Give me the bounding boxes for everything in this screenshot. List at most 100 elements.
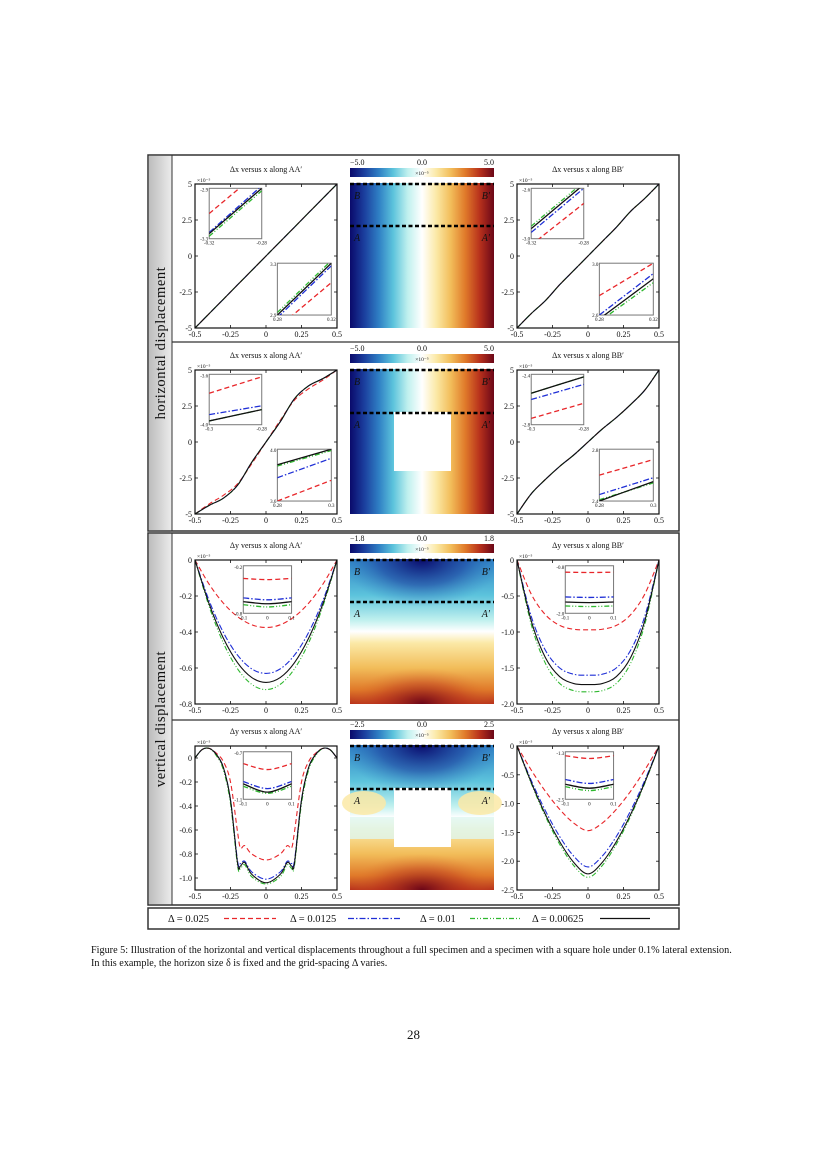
inset-series-line xyxy=(209,188,241,215)
inset-y-label: -0.8 xyxy=(556,566,564,571)
inset-frame xyxy=(530,187,585,240)
inset-plot: 2.8 2.40.28 0.3 xyxy=(592,448,657,509)
inset-y-label: -2.6 xyxy=(522,188,530,193)
line-plot: Δx versus x along BB′ -0.5 -0.25 0 0.25 0.5 5 2… xyxy=(501,351,664,525)
inset-series-line xyxy=(277,263,332,316)
side-label-vertical: vertical displacement xyxy=(153,651,169,787)
colormap-horizontal: −5.0 0.0 5.0 ×10⁻⁵ B B′ A A′ xyxy=(350,158,494,328)
inset-x-label: 0.1 xyxy=(610,802,617,807)
x-tick-label: -0.25 xyxy=(222,706,239,715)
inset-y-label: -0.2 xyxy=(234,566,242,571)
colormaps: −5.0 0.0 5.0 ×10⁻⁵ B B′ A A′ −5.0 0.0 5.0 ×10⁻⁵ B B′ A… xyxy=(342,158,502,890)
inset-x-label: 0.28 xyxy=(595,318,604,323)
inset-x-label: 0 xyxy=(266,616,269,621)
field-patch xyxy=(458,791,502,815)
line-plot: Δx versus x along BB′ -0.5 -0.25 0 0.25 0.5 5 2… xyxy=(501,165,664,339)
y-tick-label: 2.5 xyxy=(182,402,192,411)
inset-series-line xyxy=(243,763,292,771)
inset-x-label: 0 xyxy=(266,802,269,807)
y-tick-label: 0 xyxy=(188,438,192,447)
inset-plot: 4.0 3.60.28 0.3 xyxy=(270,448,335,509)
inset-series-line xyxy=(277,479,332,502)
y-tick-label: -5 xyxy=(185,510,192,519)
colorbar-min-label: −1.8 xyxy=(350,534,365,543)
x-tick-label: -0.25 xyxy=(544,892,561,901)
inset-series-line xyxy=(565,605,614,608)
x-tick-label: -0.5 xyxy=(511,706,524,715)
x-tick-label: 0.5 xyxy=(332,516,342,525)
y-tick-label: 5 xyxy=(188,180,192,189)
inset-x-label: 0.32 xyxy=(327,318,336,323)
x-tick-label: 0.25 xyxy=(295,892,309,901)
inset-series-line xyxy=(277,449,332,466)
y-tick-label: 0 xyxy=(510,438,514,447)
colorbar-min-label: −5.0 xyxy=(350,158,365,167)
plot-title: Δy versus x along AA′ xyxy=(230,727,302,736)
colorbar-max-label: 2.5 xyxy=(484,720,494,729)
inset-series-line xyxy=(209,405,262,416)
inset-x-label: -0.1 xyxy=(561,616,569,621)
y-tick-label: -2.5 xyxy=(501,474,514,483)
series-line xyxy=(517,746,659,832)
side-band-horizontal xyxy=(149,156,172,530)
y-tick-label: -1.0 xyxy=(501,628,514,637)
y-tick-label: -0.6 xyxy=(179,826,192,835)
y-tick-label: -2.5 xyxy=(501,288,514,297)
colorbar-multiplier: ×10⁻⁵ xyxy=(415,357,429,363)
inset-series-line xyxy=(565,785,614,792)
colorbar xyxy=(350,544,494,553)
inset-x-label: 0.32 xyxy=(649,318,658,323)
label-b-prime: B′ xyxy=(482,191,491,202)
colormap-horizontal: −5.0 0.0 5.0 ×10⁻⁵ B B′ A A′ xyxy=(350,344,494,514)
legend-label: Δ = 0.025 xyxy=(168,914,209,925)
y-tick-label: -5 xyxy=(507,324,514,333)
series-line xyxy=(517,746,659,878)
inset-series-line xyxy=(565,778,614,785)
inset-series-line xyxy=(607,282,654,316)
inset-plot: -1.3 -2.5-0.1 0 0.1 xyxy=(556,751,617,807)
x-tick-label: 0.25 xyxy=(617,706,631,715)
x-tick-label: 0 xyxy=(264,706,268,715)
label-a-prime: A′ xyxy=(481,233,491,244)
series-line xyxy=(517,560,659,631)
colorbar-mid-label: 0.0 xyxy=(417,158,427,167)
x-tick-label: -0.25 xyxy=(544,330,561,339)
y-tick-label: 0 xyxy=(510,252,514,261)
label-a-prime: A′ xyxy=(481,796,491,807)
square-hole xyxy=(394,412,451,471)
x-tick-label: 0.25 xyxy=(617,330,631,339)
inset-x-label: -0.32 xyxy=(526,242,537,247)
inset-plot: -3.6 -4.0-0.3 -0.28 xyxy=(200,373,267,433)
y-tick-label: -0.8 xyxy=(179,700,192,709)
y-tick-label: -2.5 xyxy=(179,288,192,297)
x-tick-label: 0 xyxy=(586,892,590,901)
inset-series-line xyxy=(565,596,614,599)
series-line xyxy=(195,370,337,514)
label-b-prime: B′ xyxy=(482,753,491,764)
inset-series-line xyxy=(538,202,584,239)
series-line xyxy=(517,560,659,676)
inset-frame xyxy=(598,448,654,502)
colorbar-max-label: 5.0 xyxy=(484,344,494,353)
y-tick-label: -2.0 xyxy=(501,700,514,709)
inset-y-label: -3.0 xyxy=(522,238,530,243)
line-plot: Δy versus x along AA′-0.5 -0.25 0 0.25 0.50-… xyxy=(179,727,342,901)
inset-series-line xyxy=(277,449,332,467)
inset-x-label: 0.1 xyxy=(288,616,295,621)
y-tick-label: -0.4 xyxy=(179,802,192,811)
inset-x-label: 0.28 xyxy=(273,504,282,509)
x-tick-label: 0.5 xyxy=(332,892,342,901)
line-plot: Δy versus x along BB′-0.5 -0.25 0 0.25 0.50-… xyxy=(501,727,664,901)
inset-y-label: 3.0 xyxy=(592,263,599,268)
x-tick-label: 0.25 xyxy=(617,516,631,525)
inset-y-label: -3.3 xyxy=(200,238,208,243)
inset-series-line xyxy=(209,190,262,237)
y-tick-label: 2.5 xyxy=(182,216,192,225)
legend-entry: Δ = 0.01 xyxy=(420,914,522,925)
inset-series-line xyxy=(531,188,578,227)
inset-series-line xyxy=(531,188,584,233)
label-b: B xyxy=(354,753,360,764)
inset-series-line xyxy=(531,383,584,401)
legend-entry: Δ = 0.00625 xyxy=(532,914,650,925)
label-a: A xyxy=(353,420,361,431)
